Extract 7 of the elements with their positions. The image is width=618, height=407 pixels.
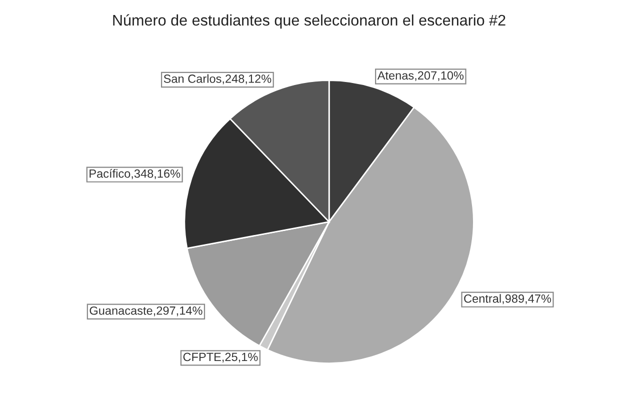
slice-label: Pacífico,348,16% [90,168,180,180]
slice-label: CFPTE,25,1% [183,352,258,363]
slice-label: Atenas,207,10% [377,71,464,82]
slice-label: San Carlos,248,12% [164,74,272,84]
chart-title: Número de estudiantes que seleccionaron el escenario #2 [113,14,506,29]
slice-label: Guanacaste,297,14% [90,306,202,316]
slice-label: Central,989,47% [464,294,552,304]
